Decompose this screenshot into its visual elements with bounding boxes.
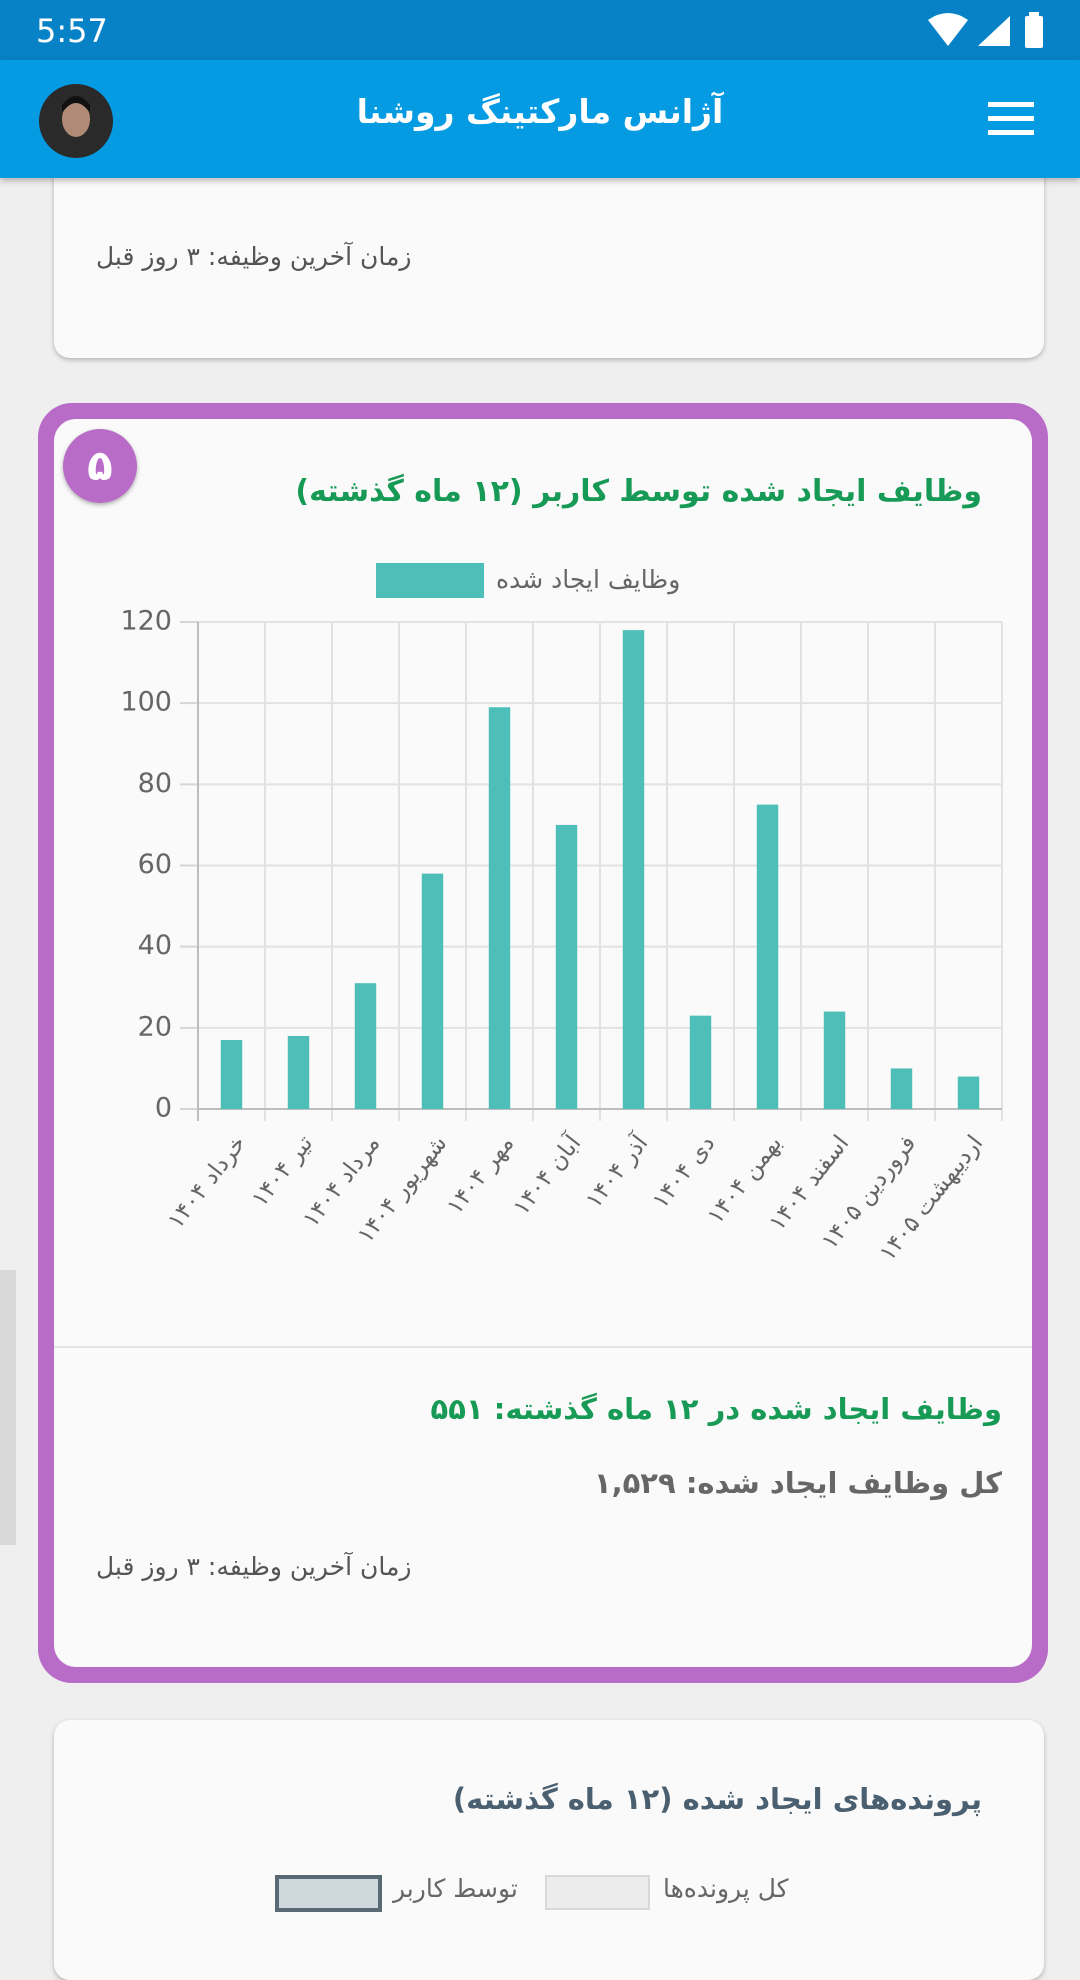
last-task-text: زمان آخرین وظیفه: ۳ روز قبل [96, 1552, 412, 1581]
legend-swatch [376, 563, 484, 598]
bar [756, 804, 779, 1109]
battery-icon [1025, 16, 1043, 48]
y-tick-label: 80 [138, 768, 172, 799]
bar [220, 1040, 243, 1109]
menu-bar [988, 116, 1034, 121]
battery-tip [1029, 12, 1039, 17]
x-tick-label: آذر ۱۴۰۴ [579, 1128, 654, 1213]
y-tick-label: 0 [155, 1093, 172, 1124]
files-card-title: پرونده‌های ایجاد شده (۱۲ ماه گذشته) [452, 1782, 982, 1816]
x-tick-label: مهر ۱۴۰۴ [442, 1131, 519, 1220]
bar [890, 1068, 913, 1109]
x-tick-label: دی ۱۴۰۴ [648, 1131, 721, 1214]
menu-bar [988, 102, 1034, 107]
wifi-icon [928, 13, 968, 46]
bar [823, 1011, 846, 1109]
bar [689, 1015, 712, 1109]
y-tick-label: 40 [138, 930, 172, 961]
bar [555, 824, 578, 1109]
avatar-hair [62, 96, 90, 113]
legend-label: وظایف ایجاد شده [496, 565, 680, 595]
scroll-indicator [0, 1270, 16, 1545]
x-tick-label: آبان ۱۴۰۴ [507, 1128, 588, 1220]
chart-title: وظایف ایجاد شده توسط کاربر (۱۲ ماه گذشته… [295, 474, 982, 509]
status-bar [0, 0, 1080, 60]
bar [421, 873, 444, 1109]
y-tick-label: 60 [138, 849, 172, 880]
x-tick-label: خرداد ۱۴۰۴ [163, 1131, 252, 1234]
app-bar [0, 60, 1080, 178]
y-tick-label: 100 [120, 687, 172, 718]
summary-total: کل وظایف ایجاد شده: ۱,۵۲۹ [593, 1466, 1002, 1500]
avatar-face [62, 101, 90, 137]
legend-label: کل پرونده‌ها [663, 1874, 789, 1903]
last-task-text: زمان آخرین وظیفه: ۳ روز قبل [96, 242, 412, 271]
legend-label: توسط کاربر [393, 1874, 518, 1903]
menu-button[interactable] [988, 100, 1034, 140]
legend-swatch [545, 1875, 650, 1910]
task-card[interactable] [54, 150, 1044, 358]
chart: وظایف ایجاد شده 0 20 40 60 80 100 120 خرداد ۱۴۰۴… [120, 563, 1003, 1266]
x-tick-label: تیر ۱۴۰۴ [247, 1131, 318, 1212]
status-icons [928, 12, 1043, 48]
summary-recent: وظایف ایجاد شده در ۱۲ ماه گذشته: ۵۵۱ [430, 1392, 1002, 1426]
y-tick-label: 20 [138, 1011, 172, 1042]
bar [488, 707, 511, 1109]
bar [354, 983, 377, 1109]
bar [957, 1076, 980, 1109]
bar [622, 630, 645, 1109]
avatar[interactable] [38, 83, 114, 159]
bar [287, 1035, 310, 1109]
status-time: 5:57 [36, 12, 108, 50]
app-title: آژانس مارکتینگ روشنا [356, 92, 724, 131]
menu-bar [988, 130, 1034, 135]
signal-icon [978, 16, 1010, 46]
legend-swatch [275, 1875, 382, 1912]
y-tick-label: 120 [120, 606, 172, 637]
divider [54, 1346, 1032, 1348]
badge: ۵ [63, 429, 137, 503]
